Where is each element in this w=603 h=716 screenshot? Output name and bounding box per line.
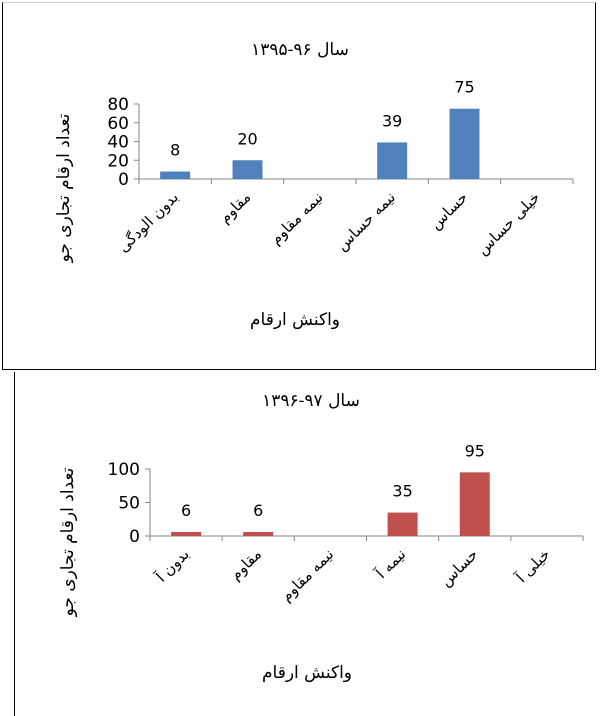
chart-1-category-label: مقاوم — [216, 188, 255, 227]
chart-1-ylabel: تعداد ارقام تجاری جو — [54, 113, 74, 263]
chart-2-bar — [243, 531, 274, 536]
chart-2-category-label: نیمه آ — [372, 545, 410, 583]
chart-1-axes — [134, 103, 574, 184]
chart-2-category-label: بدون آ — [152, 545, 193, 586]
chart-1-bar — [449, 108, 480, 179]
chart-2-y-tick-label: 0 — [129, 527, 140, 547]
chart-2-data-label: 6 — [181, 501, 191, 520]
chart-2-category-label: حساس — [437, 545, 482, 590]
chart-2-data-label: 95 — [465, 441, 485, 460]
chart-2-bar — [171, 531, 202, 536]
chart-2-category-label: مقاوم — [226, 545, 265, 584]
chart-2-title: سال ۹۷-۱۳۹۶ — [262, 391, 360, 411]
chart-2-ylabel: تعداد ارقام تجاری جو — [58, 467, 78, 617]
chart-2-bars — [171, 472, 490, 536]
chart-1-svg: سال ۹۶-۱۳۹۵ تعداد ارقام تجاری جو واکنش ا… — [54, 40, 574, 330]
chart-2-data-labels: 6 6 35 95 — [181, 441, 485, 520]
chart-panel-2: سال ۹۷-۱۳۹۶ تعداد ارقام تجاری جو واکنش ا… — [14, 372, 603, 716]
chart-2-y-tick-label: 100 — [108, 460, 140, 480]
chart-1-data-labels: 8 20 39 75 — [170, 78, 475, 160]
chart-1-bar — [160, 171, 191, 179]
chart-2-category-label: خیلی آ — [512, 545, 554, 587]
chart-1-bar — [377, 142, 408, 179]
chart-1-y-tick-label: 40 — [107, 133, 129, 153]
chart-1-y-tick-label: 20 — [107, 151, 129, 171]
chart-2-y-tick-label: 50 — [118, 494, 140, 514]
chart-1-xlabel: واکنش ارقام — [250, 310, 340, 330]
chart-2-y-tick-labels: 0 50 100 — [108, 460, 140, 547]
chart-panel-1: سال ۹۶-۱۳۹۵ تعداد ارقام تجاری جو واکنش ا… — [2, 2, 596, 370]
chart-1-category-labels: بدون الودگی مقاوم نیمه مقاوم نیمه حساس حساس خ… — [114, 188, 543, 258]
chart-1-y-tick-label: 0 — [118, 170, 129, 190]
chart-1-data-label: 75 — [454, 78, 474, 97]
chart-1-y-tick-label: 80 — [107, 95, 129, 115]
chart-1-category-label: حساس — [426, 188, 471, 233]
chart-2-data-label: 6 — [253, 501, 263, 520]
chart-2-xlabel: واکنش ارقام — [262, 663, 352, 683]
chart-2-category-labels: بدون آ مقاوم نیمه مقاوم نیمه آ حساس خیلی آ — [152, 545, 554, 605]
chart-1-bars — [160, 108, 480, 179]
chart-2-category-label: نیمه مقاوم — [277, 545, 337, 605]
chart-1-data-label: 8 — [170, 141, 180, 160]
chart-1-category-label: خیلی حساس — [473, 188, 543, 258]
chart-2-bar — [387, 512, 418, 536]
chart-2-bar — [459, 472, 490, 536]
chart-2-data-label: 35 — [392, 482, 412, 501]
chart-1-title: سال ۹۶-۱۳۹۵ — [251, 40, 349, 60]
chart-1-category-label: بدون الودگی — [114, 188, 182, 256]
chart-2-svg: سال ۹۷-۱۳۹۶ تعداد ارقام تجاری جو واکنش ا… — [58, 391, 584, 683]
chart-1-category-label: نیمه حساس — [333, 188, 399, 254]
chart-1-data-label: 39 — [382, 111, 402, 130]
chart-2-axes — [145, 468, 584, 541]
chart-1-y-tick-label: 60 — [107, 114, 129, 134]
chart-1-category-label: نیمه مقاوم — [267, 188, 327, 248]
chart-1-bar — [232, 160, 263, 179]
chart-1-data-label: 20 — [237, 129, 257, 148]
